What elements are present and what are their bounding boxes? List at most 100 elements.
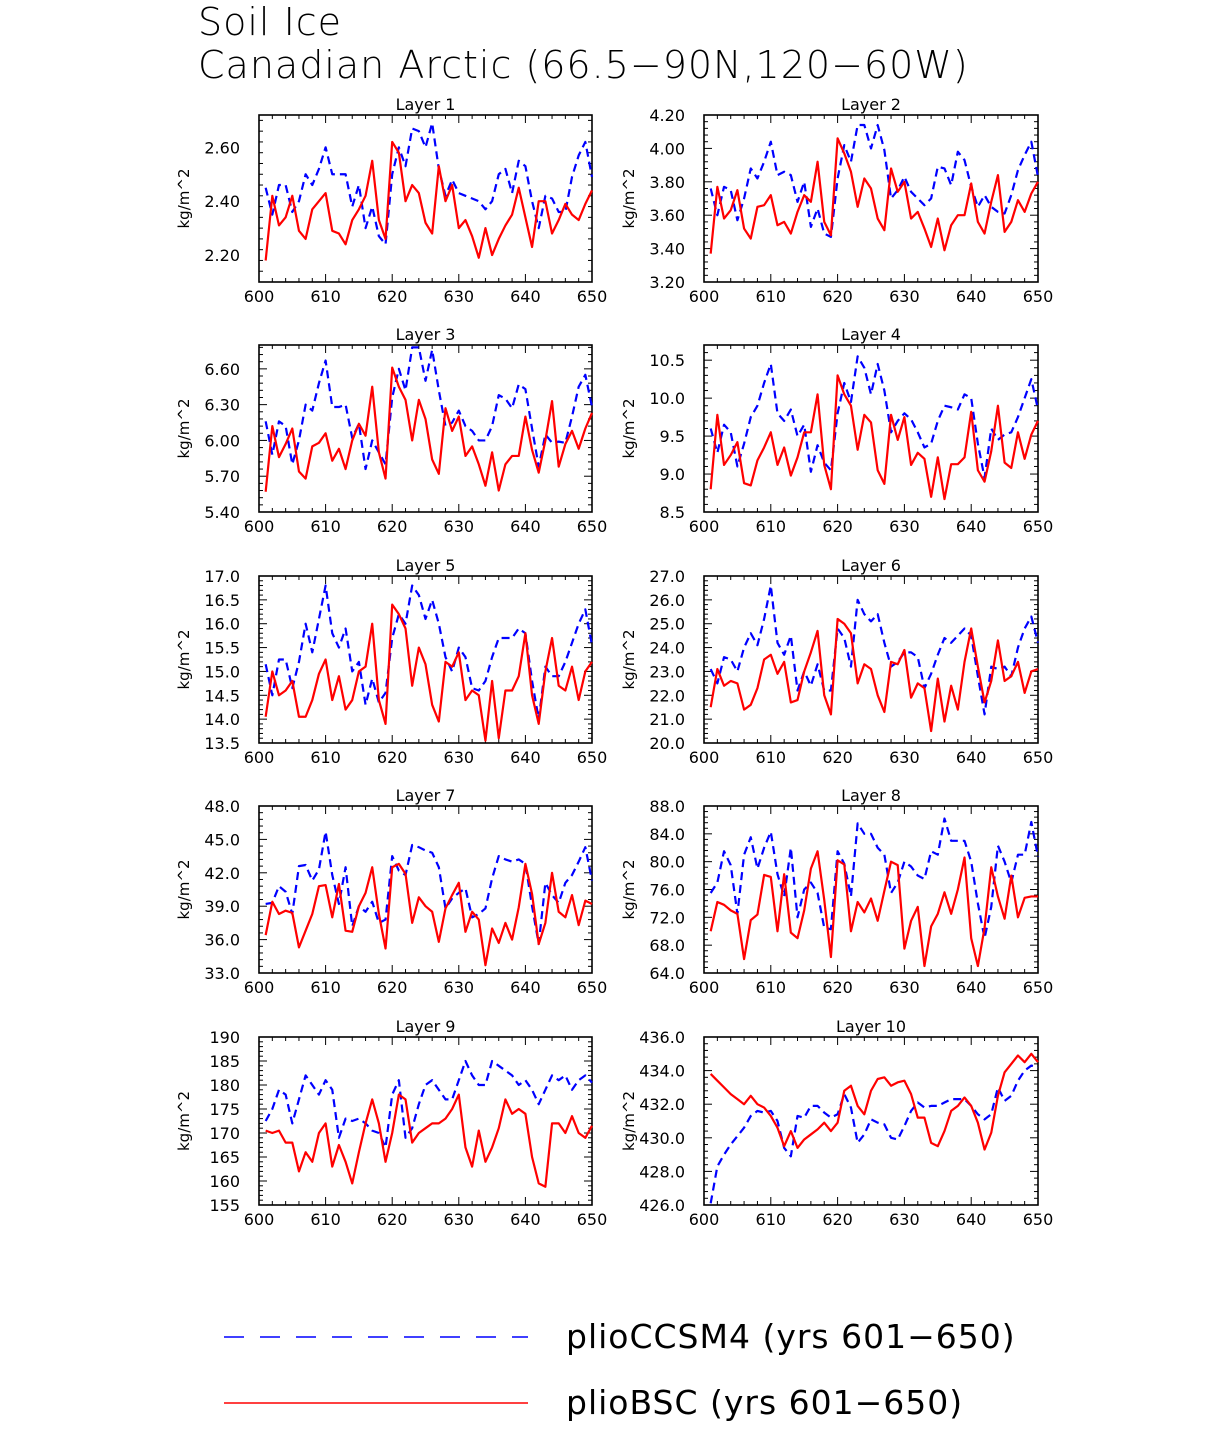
y-tick-label: 10.0 [649,389,685,408]
series-line-pliocssm4 [264,1059,593,1149]
x-tick-label: 620 [377,748,408,767]
y-axis-label: kg/m^2 [175,860,193,920]
x-tick-label: 630 [444,1210,475,1229]
y-tick-label: 2.40 [204,192,240,211]
series-line-pliobsc [709,1052,1039,1151]
x-tick-label: 610 [756,517,787,536]
y-axis-label: kg/m^2 [620,169,638,229]
x-tick-label: 650 [1023,517,1054,536]
y-tick-label: 15.5 [204,639,240,658]
y-tick-label: 20.0 [649,734,685,753]
x-tick-label: 610 [756,978,787,997]
panel-title: Layer 4 [841,325,901,344]
x-tick-label: 630 [444,748,475,767]
y-tick-label: 88.0 [649,797,685,816]
x-tick-label: 600 [689,978,720,997]
x-tick-label: 610 [756,748,787,767]
x-tick-label: 640 [510,978,541,997]
x-tick-label: 620 [377,517,408,536]
y-tick-label: 15.0 [204,662,240,681]
plot-frame [258,1036,593,1206]
plot-frame [703,1036,1039,1206]
y-axis-label: kg/m^2 [175,630,193,690]
y-tick-label: 2.20 [204,246,240,265]
y-tick-label: 22.0 [649,686,685,705]
y-tick-label: 9.5 [660,427,685,446]
x-tick-label: 600 [244,1210,275,1229]
series-line-pliobsc [264,862,593,967]
series-line-pliocssm4 [709,817,1040,940]
series-line-pliocssm4 [709,1064,1039,1204]
x-tick-label: 650 [577,517,608,536]
y-tick-label: 64.0 [649,964,685,983]
y-axis-label: kg/m^2 [175,1091,193,1151]
panel-title: Layer 8 [841,786,901,805]
y-tick-label: 36.0 [204,931,240,950]
series-line-pliocssm4 [709,123,1040,239]
x-tick-label: 640 [956,287,987,306]
panel-title: Layer 9 [396,1017,456,1036]
figure-subtitle: Canadian Arctic (66.5−90N,120−60W) [198,43,969,87]
y-tick-label: 180 [209,1076,240,1095]
y-tick-label: 434.0 [639,1062,685,1081]
x-tick-label: 600 [689,287,720,306]
y-tick-label: 25.0 [649,615,685,634]
x-tick-label: 610 [310,978,341,997]
y-tick-label: 160 [209,1172,240,1191]
figure-title: Soil Ice [198,0,343,44]
y-tick-label: 6.00 [204,431,240,450]
y-axis-label: kg/m^2 [620,860,638,920]
x-tick-label: 640 [956,978,987,997]
y-tick-label: 24.0 [649,639,685,658]
y-tick-label: 14.0 [204,710,240,729]
y-tick-label: 165 [209,1148,240,1167]
x-tick-label: 600 [244,287,275,306]
panel-layer-9: Layer 9 kg/m^2 600 610 620 630 640 650 155 160 165… [175,1017,607,1229]
series-line-pliobsc [709,850,1038,968]
x-tick-label: 610 [310,748,341,767]
x-tick-label: 610 [756,1210,787,1229]
x-tick-label: 640 [510,287,541,306]
y-tick-label: 3.60 [649,206,685,225]
y-tick-label: 9.0 [660,465,685,484]
y-tick-label: 175 [209,1100,240,1119]
x-tick-label: 610 [310,1210,341,1229]
series-line-pliobsc [264,140,593,261]
y-tick-label: 185 [209,1052,240,1071]
y-tick-label: 42.0 [204,864,240,883]
x-tick-label: 610 [756,287,787,306]
panel-layer-8: Layer 8 kg/m^2 600 610 620 630 640 650 64.0 68.0 7… [620,786,1053,997]
x-tick-label: 650 [577,748,608,767]
x-tick-label: 600 [689,517,720,536]
y-tick-label: 76.0 [649,881,685,900]
y-tick-label: 13.5 [204,734,240,753]
plot-frame [258,805,593,974]
x-tick-label: 600 [244,978,275,997]
y-tick-label: 3.40 [649,240,685,259]
series-line-pliobsc [709,617,1039,733]
x-tick-label: 630 [889,517,920,536]
x-tick-label: 600 [689,748,720,767]
x-tick-label: 630 [889,287,920,306]
x-tick-label: 610 [310,517,341,536]
panel-title: Layer 2 [841,95,901,114]
y-tick-label: 432.0 [639,1095,685,1114]
panel-title: Layer 10 [836,1017,906,1036]
y-tick-label: 428.0 [639,1162,685,1181]
x-tick-label: 620 [822,287,853,306]
x-tick-label: 620 [377,1210,408,1229]
y-tick-label: 4.00 [649,139,685,158]
x-tick-label: 640 [956,748,987,767]
x-tick-label: 620 [377,287,408,306]
y-tick-label: 6.30 [204,396,240,415]
y-tick-label: 68.0 [649,936,685,955]
x-tick-label: 640 [510,748,541,767]
x-tick-label: 600 [244,517,275,536]
x-tick-label: 630 [444,978,475,997]
x-tick-label: 640 [510,517,541,536]
x-tick-label: 630 [889,748,920,767]
y-tick-label: 26.0 [649,591,685,610]
x-tick-label: 640 [956,1210,987,1229]
y-tick-label: 14.5 [204,686,240,705]
